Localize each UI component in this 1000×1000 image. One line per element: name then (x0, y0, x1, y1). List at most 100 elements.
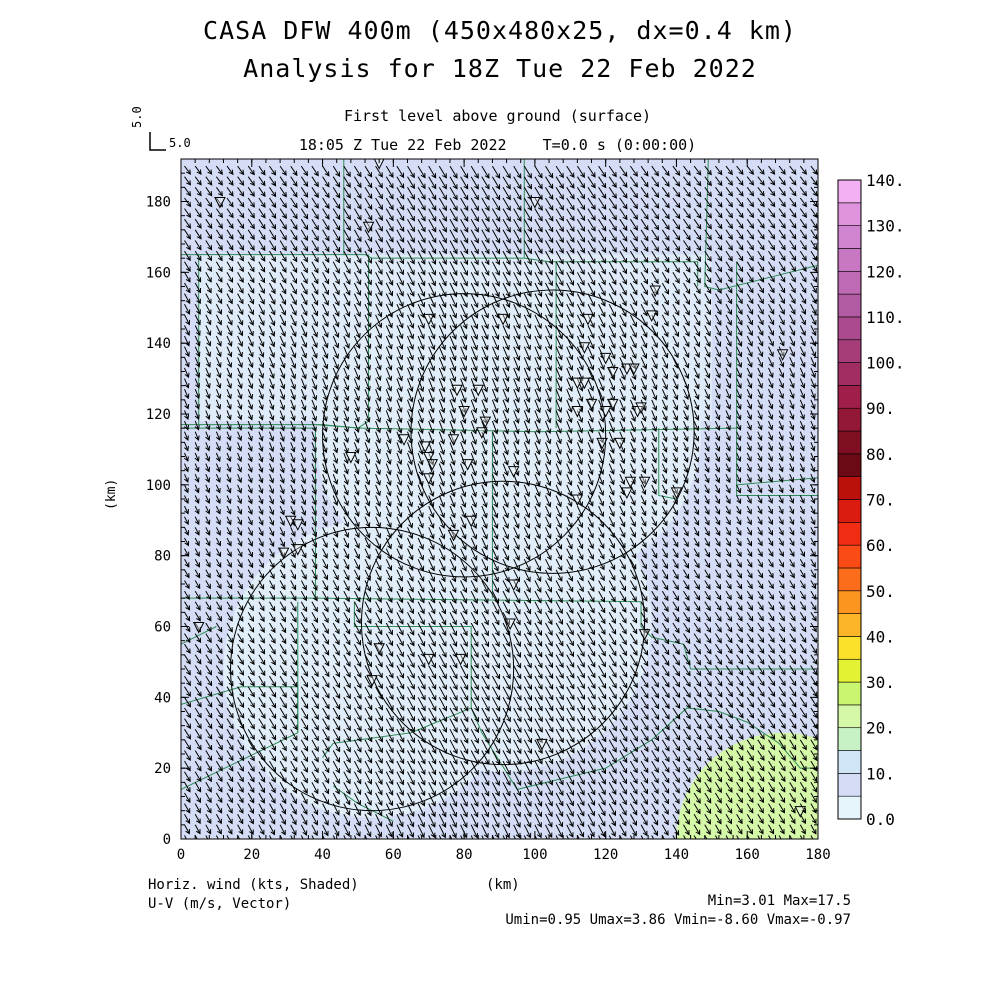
wind-vector (279, 399, 285, 411)
wind-vector (353, 463, 360, 475)
wind-vector (300, 697, 309, 710)
wind-vector (226, 612, 233, 622)
wind-vector (226, 463, 232, 473)
wind-vector (311, 420, 317, 433)
wind-vector (290, 622, 297, 634)
wind-vector (322, 771, 330, 784)
wind-vector (258, 495, 264, 505)
wind-vector (364, 357, 371, 371)
wind-vector (322, 197, 330, 210)
wind-vector (290, 558, 296, 569)
wind-vector (343, 558, 350, 571)
wind-vector (311, 250, 319, 263)
wind-vector (215, 325, 222, 337)
wind-vector (364, 569, 371, 582)
wind-vector (311, 399, 318, 412)
wind-vector (247, 654, 255, 666)
wind-vector (311, 771, 319, 784)
wind-vector (375, 813, 383, 827)
wind-vector (205, 325, 212, 337)
wind-vector (215, 229, 223, 240)
wind-vector (396, 792, 404, 807)
wind-vector (332, 771, 340, 785)
wind-vector (385, 527, 392, 539)
wind-vector (258, 643, 266, 655)
wind-vector (322, 792, 329, 805)
boundary-line-13 (658, 428, 677, 500)
wind-vector (385, 208, 394, 222)
footer-uv-ranges: Umin=0.95 Umax=3.86 Vmin=-8.60 Vmax=-0.9… (489, 896, 851, 928)
wind-vector (269, 803, 276, 815)
wind-vector (375, 325, 382, 339)
wind-vector (332, 548, 339, 560)
wind-vector (364, 410, 371, 423)
wind-vector (269, 452, 274, 463)
wind-vector (385, 835, 389, 839)
wind-vector (237, 197, 245, 208)
wind-vector (300, 707, 309, 720)
wind-vector (364, 813, 372, 827)
wind-vector (407, 686, 415, 701)
wind-vector (322, 569, 329, 581)
wind-vector (290, 367, 296, 380)
y-tick-label: 60 (154, 620, 171, 636)
wind-vector (237, 675, 245, 687)
wind-vector (322, 782, 330, 795)
wind-vector (194, 357, 201, 368)
wind-vector (226, 495, 232, 505)
wind-vector (258, 346, 265, 358)
wind-vector (226, 537, 232, 547)
wind-vector (322, 580, 329, 592)
wind-vector (279, 389, 286, 401)
wind-vector (396, 187, 405, 200)
wind-vector (269, 590, 275, 601)
wind-vector (215, 750, 223, 762)
wind-vector (290, 792, 297, 805)
wind-vector (269, 165, 277, 176)
stat-umax: Umax=3.86 (589, 912, 666, 928)
wind-vector (226, 771, 234, 783)
wind-vector (237, 389, 243, 400)
wind-vector (300, 792, 308, 805)
wind-vector (332, 442, 339, 454)
wind-vector (417, 813, 425, 828)
wind-vector (343, 187, 351, 199)
wind-vector (269, 558, 275, 569)
wind-vector (300, 484, 307, 495)
wind-vector (205, 484, 211, 494)
wind-vector (247, 176, 255, 187)
wind-vector (184, 824, 190, 835)
wind-vector (353, 537, 360, 549)
wind-vector (279, 463, 285, 474)
wind-vector (322, 474, 328, 485)
wind-vector (343, 484, 349, 496)
wind-vector (385, 176, 394, 189)
wind-vector (205, 750, 213, 761)
wind-vector (375, 590, 382, 603)
wind-vector (322, 229, 330, 242)
wind-vector (215, 718, 223, 730)
wind-vector (205, 633, 212, 644)
wind-vector (353, 335, 361, 350)
wind-vector (194, 750, 202, 761)
wind-vector (385, 505, 392, 518)
wind-vector (194, 282, 201, 294)
wind-vector (215, 176, 223, 186)
wind-vector (237, 697, 245, 709)
wind-vector (322, 261, 330, 274)
colorbar-segment (837, 681, 862, 706)
wind-vector (396, 442, 403, 455)
wind-vector (205, 314, 212, 326)
wind-vector (215, 813, 222, 825)
wind-vector (375, 728, 383, 743)
wind-vector (343, 303, 351, 318)
wind-vector (343, 399, 350, 412)
wind-vector (247, 782, 255, 794)
wind-vector (343, 750, 351, 764)
wind-vector (279, 665, 287, 677)
wind-vector (237, 835, 241, 839)
wind-vector (332, 643, 340, 656)
wind-vector (194, 495, 200, 504)
wind-vector (194, 250, 202, 262)
wind-vector (279, 803, 287, 815)
